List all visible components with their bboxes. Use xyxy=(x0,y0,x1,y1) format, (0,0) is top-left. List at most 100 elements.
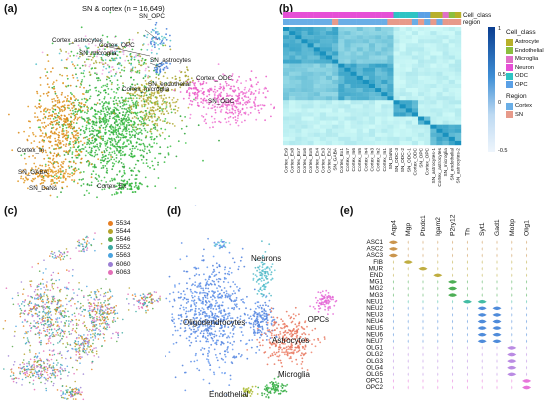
violin xyxy=(388,253,398,258)
celltype-label-astrocytes: Astrocytes xyxy=(272,336,309,345)
violin xyxy=(526,319,528,324)
cluster-label-sn-endothelial: SN_endothelial xyxy=(148,81,191,88)
violin xyxy=(466,306,468,311)
violin xyxy=(511,240,513,245)
violin xyxy=(511,247,513,251)
violin xyxy=(422,365,424,370)
violin xyxy=(448,280,458,284)
violin xyxy=(496,372,498,377)
legend-item: 5546 xyxy=(108,235,130,243)
violin xyxy=(466,253,468,258)
celltype-row-label: OLG5 xyxy=(366,371,383,378)
colorbar-tick: 1 xyxy=(498,26,501,32)
legend-item: ODC xyxy=(506,72,544,81)
violin xyxy=(452,306,454,311)
violin xyxy=(496,280,498,284)
column-label: Cortex_Ex1 xyxy=(339,148,345,173)
violin xyxy=(481,372,483,377)
legend-label: 5552 xyxy=(116,244,131,252)
violin xyxy=(407,365,409,370)
violin xyxy=(481,379,483,383)
violin xyxy=(481,253,483,258)
violin xyxy=(437,286,439,291)
cluster-label-cortex-microglia: Cortex_microglia xyxy=(122,86,170,93)
violin xyxy=(422,326,424,330)
panel-c: (c) 5534 5544 5546 5552 5563 6060 6063 xyxy=(0,205,165,408)
violin xyxy=(452,372,454,377)
violin xyxy=(481,280,483,284)
violin xyxy=(526,306,528,311)
violin xyxy=(496,260,498,264)
cluster-label-sn-opc: SN_OPC xyxy=(139,13,165,20)
violin xyxy=(466,372,468,377)
violin xyxy=(452,346,454,350)
violin xyxy=(407,326,409,330)
column-label: SN_endothelial xyxy=(449,148,455,181)
violin xyxy=(407,352,409,357)
column-label: Cortex_Ex4 xyxy=(314,148,320,173)
sample-blob-top xyxy=(49,248,72,261)
violin xyxy=(526,293,528,297)
violin xyxy=(507,372,517,377)
cluster-sn-endo xyxy=(171,66,194,89)
cell-class-strip xyxy=(283,12,462,18)
violin xyxy=(466,247,468,251)
celltype-row-label: OLG1 xyxy=(366,345,383,352)
violin xyxy=(392,359,394,363)
celltype-row-label: ASC3 xyxy=(367,252,384,259)
violin xyxy=(422,286,424,291)
legend-item: 6063 xyxy=(108,268,130,276)
celltype-row-label: NEU5 xyxy=(366,325,383,332)
violin xyxy=(481,359,483,363)
violin xyxy=(392,332,394,337)
violin xyxy=(526,339,528,344)
violin xyxy=(496,365,498,370)
violin xyxy=(437,359,439,363)
violin xyxy=(511,299,513,304)
violin xyxy=(466,352,468,357)
violin xyxy=(477,339,487,344)
celltype-row-label: OLG3 xyxy=(366,358,383,365)
violin xyxy=(492,332,502,337)
legend-dot xyxy=(108,253,113,259)
violin xyxy=(526,346,528,350)
violin xyxy=(526,299,528,304)
legend-swatch xyxy=(506,81,513,89)
violin xyxy=(466,260,468,264)
sample-blob-bottom xyxy=(3,351,85,392)
violin xyxy=(407,379,409,383)
column-label: Cortex_In3 xyxy=(370,148,376,172)
violin xyxy=(481,286,483,291)
legend-label: 5544 xyxy=(116,227,131,235)
violin xyxy=(392,313,394,317)
legend-region: Cortex SN xyxy=(506,102,532,119)
celltype-row-label: MG3 xyxy=(369,292,383,299)
legend-dot xyxy=(108,228,113,234)
sample-blob-low xyxy=(56,385,85,401)
column-label: SN_DaNs xyxy=(388,147,394,169)
violin xyxy=(526,253,528,258)
column-label: SN_OPC xyxy=(419,147,425,167)
column-label: Cortex_Ex9 xyxy=(284,148,290,173)
violin xyxy=(437,260,439,264)
violin xyxy=(496,385,498,390)
gene-label-mgp: Mgp xyxy=(405,223,412,236)
legend-dot xyxy=(108,220,113,226)
cluster-label-sn-odc: SN_ODC xyxy=(208,98,235,105)
violin xyxy=(437,247,439,251)
violin xyxy=(437,253,439,258)
column-label: Cortex_Ex6 xyxy=(302,148,308,173)
celltype-row-label: NEU7 xyxy=(366,338,383,345)
violin xyxy=(407,240,409,245)
gene-label-ptxdc1: Ptxdc1 xyxy=(420,215,427,236)
celltype-label-oligodendrocytes: Oligodendrocytes xyxy=(183,318,245,327)
violin xyxy=(388,240,398,245)
legend-dot xyxy=(108,245,113,251)
violin xyxy=(452,352,454,357)
legend-label: ODC xyxy=(515,73,528,80)
violin xyxy=(407,266,409,271)
violin xyxy=(452,253,454,258)
violin xyxy=(526,326,528,330)
violin xyxy=(477,313,487,317)
violin xyxy=(422,280,424,284)
